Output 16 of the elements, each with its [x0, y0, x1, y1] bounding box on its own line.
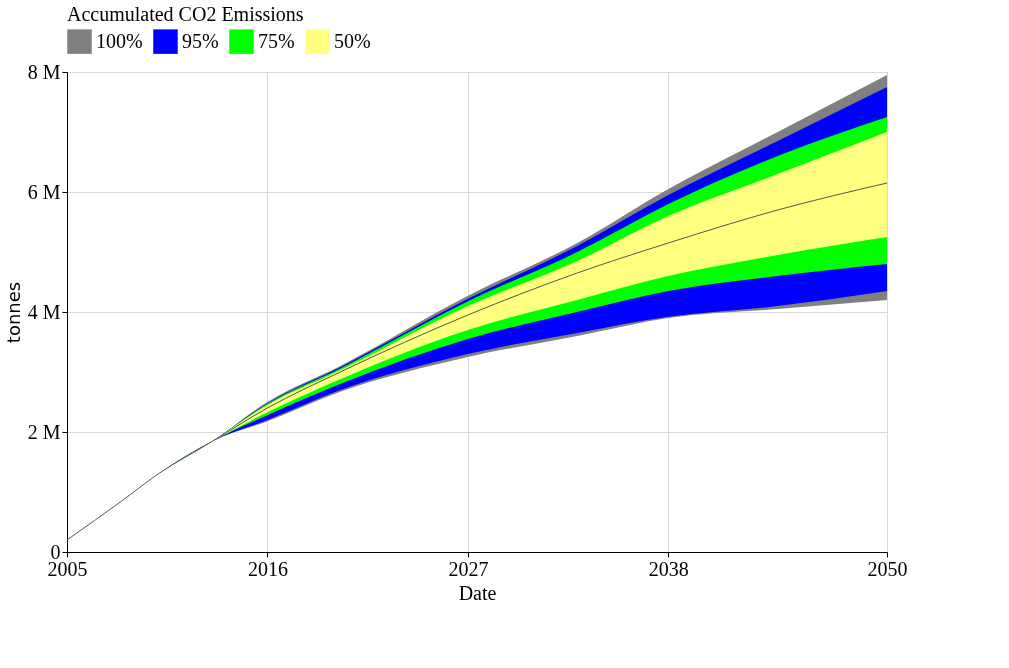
- x-axis-title: Date: [458, 581, 497, 604]
- legend-label: 50%: [334, 29, 371, 52]
- x-tick-label: 2027: [448, 557, 489, 580]
- chart-title: Accumulated CO2 Emissions: [67, 3, 304, 25]
- legend-label: 100%: [96, 29, 143, 52]
- y-tick-label: 4 M: [27, 300, 61, 323]
- y-tick-label: 8 M: [27, 60, 61, 83]
- y-tick-label: 2 M: [27, 420, 61, 443]
- legend-label: 75%: [258, 29, 295, 52]
- y-axis-title: tonnes: [2, 281, 24, 344]
- x-tick-label: 2050: [867, 557, 908, 580]
- x-tick-label: 2016: [247, 557, 288, 580]
- x-tick-label: 2038: [648, 557, 689, 580]
- y-tick-label: 0: [50, 540, 61, 563]
- y-tick-label: 6 M: [27, 180, 61, 203]
- legend-label: 95%: [182, 29, 219, 52]
